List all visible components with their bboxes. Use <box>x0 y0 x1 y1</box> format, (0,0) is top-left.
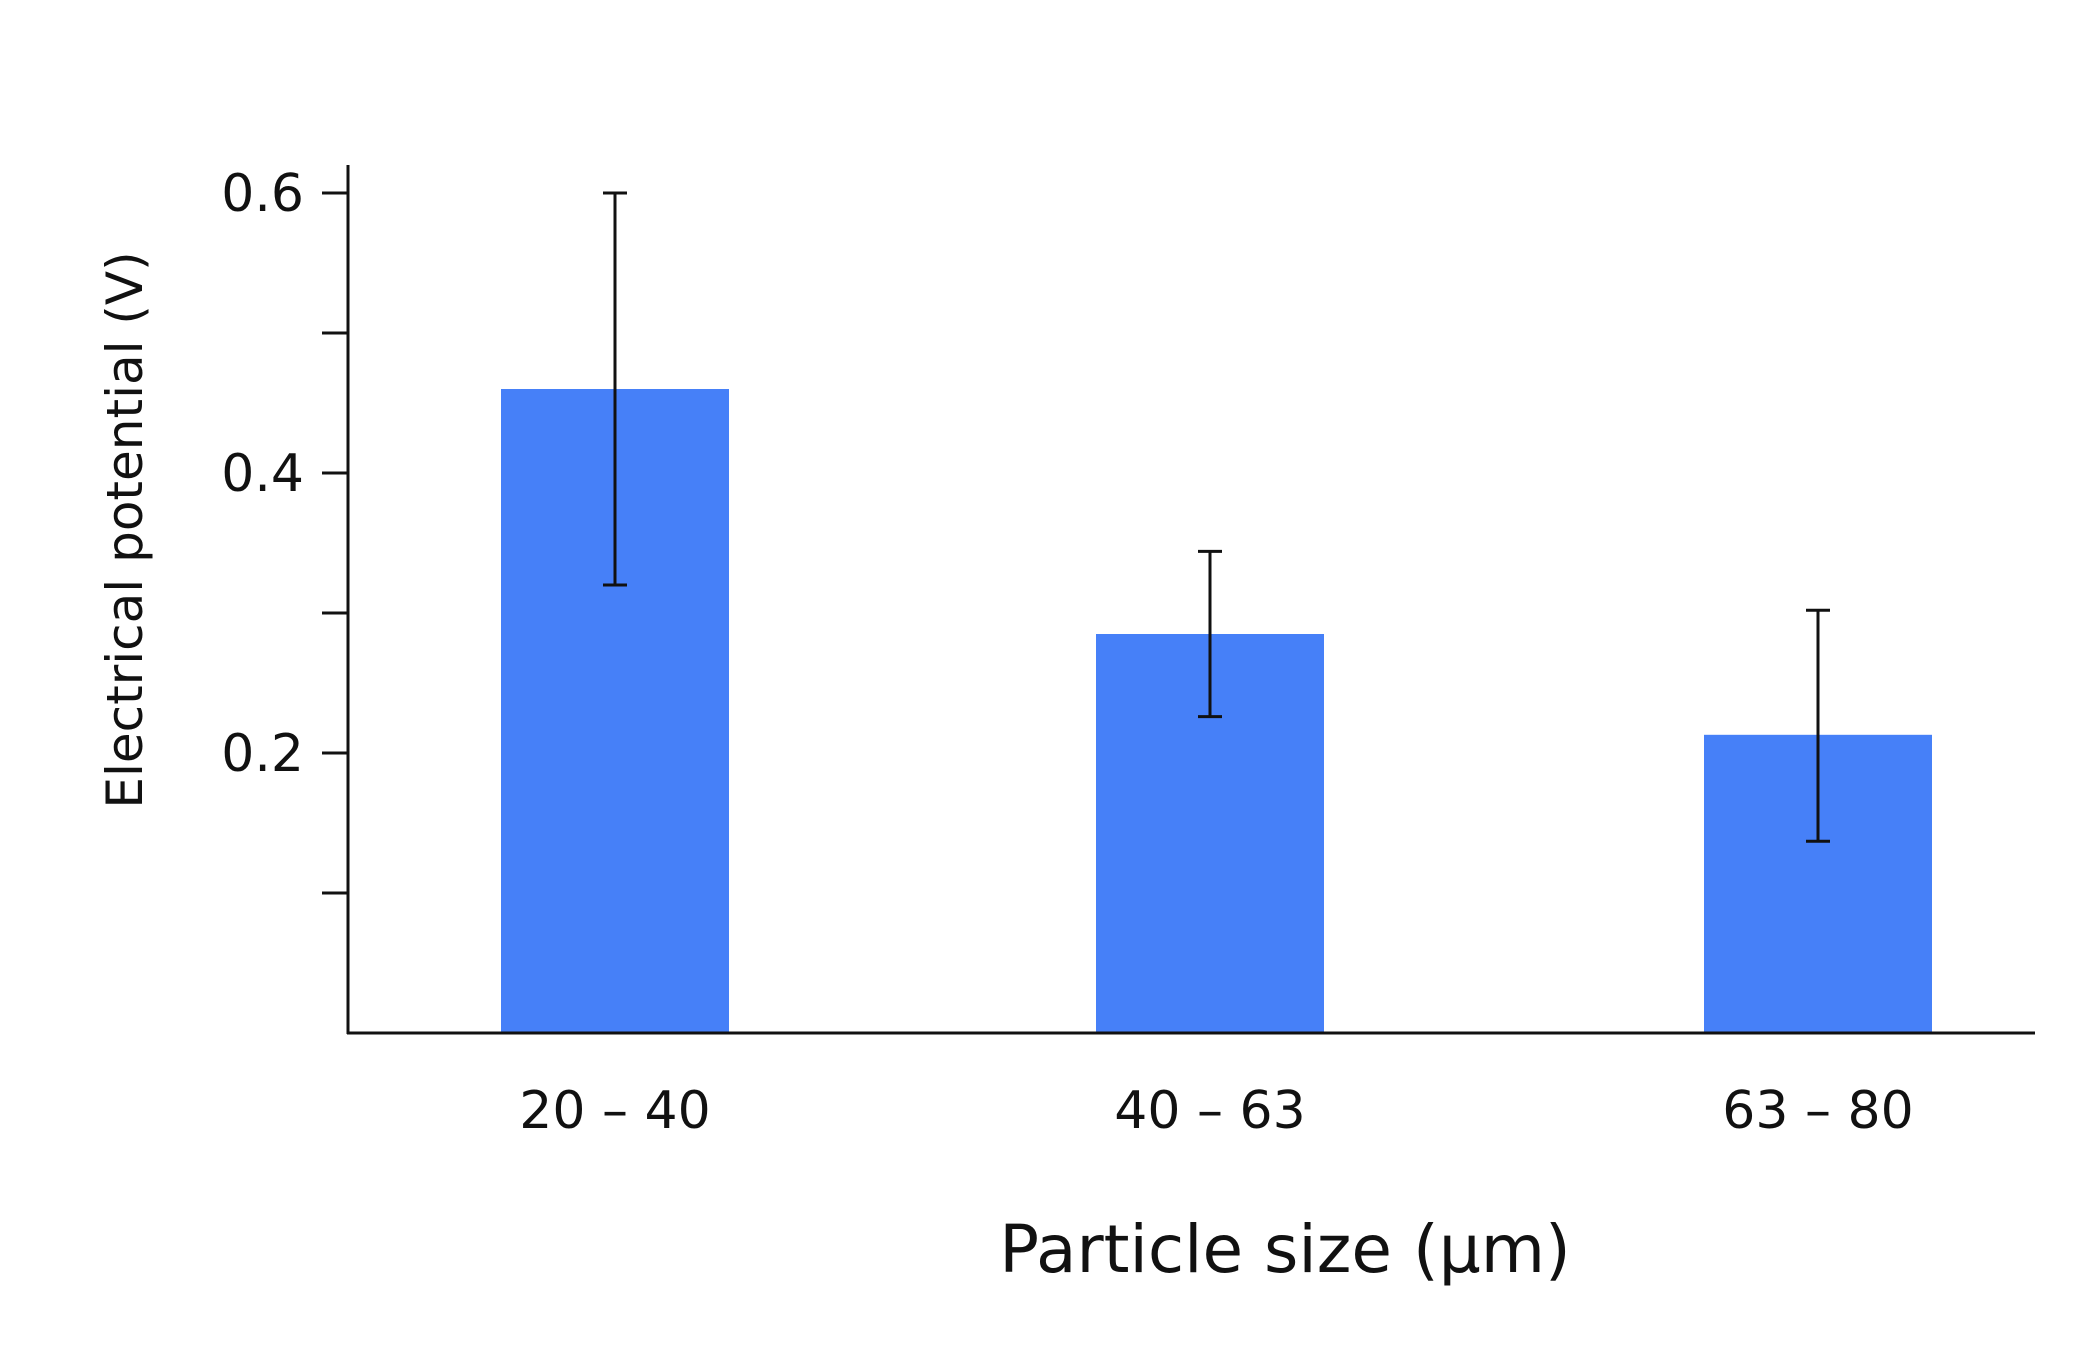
error-bars <box>603 191 1830 843</box>
x-axis-label: Particle size (μm) <box>999 1211 1571 1288</box>
x-tick-labels: 20 – 40 40 – 63 63 – 80 <box>519 1081 1913 1141</box>
x-tick-label: 40 – 63 <box>1114 1081 1305 1141</box>
x-tick-label: 63 – 80 <box>1722 1081 1913 1141</box>
y-tick-label: 0.2 <box>221 724 304 784</box>
y-ticks: 0.2 0.4 0.6 <box>221 164 348 895</box>
axes <box>346 165 2035 1035</box>
y-axis-label: Electrical potential (V) <box>96 251 154 808</box>
bars <box>501 389 1932 1033</box>
error-bar-3 <box>1806 608 1830 843</box>
x-tick-label: 20 – 40 <box>519 1081 710 1141</box>
y-tick-label: 0.6 <box>221 164 304 224</box>
error-bar-1 <box>603 191 627 587</box>
error-bar-2 <box>1198 549 1222 719</box>
y-tick-label: 0.4 <box>221 444 304 504</box>
